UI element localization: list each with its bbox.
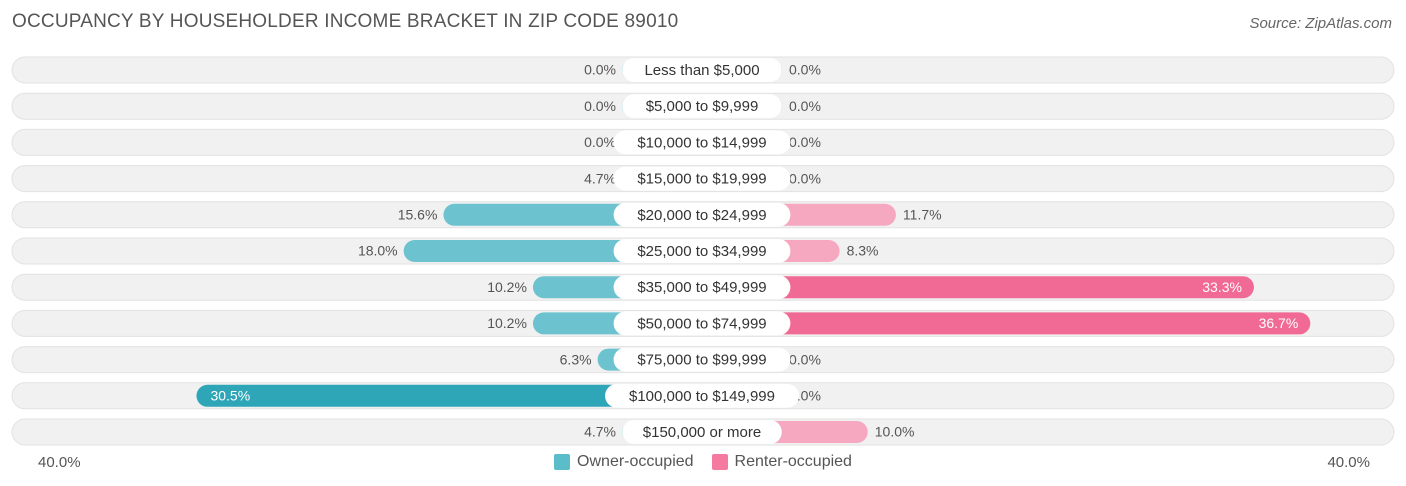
axis-left-label: 40.0%: [38, 454, 81, 471]
category-label: $150,000 or more: [643, 424, 761, 441]
category-label-pill: [613, 166, 791, 191]
owner-value-label: 0.0%: [584, 134, 616, 150]
category-label-pill: [613, 239, 791, 263]
category-label-pill: [613, 347, 791, 372]
category-label: $50,000 to $74,999: [637, 315, 766, 332]
legend-swatch-owner: [554, 454, 571, 470]
renter-bar: [702, 312, 1311, 335]
axis-right-label: 40.0%: [1327, 454, 1370, 471]
owner-value-label: 0.0%: [584, 62, 616, 78]
renter-value-label: 0.0%: [789, 98, 821, 114]
category-label: $10,000 to $14,999: [637, 134, 766, 151]
category-label-pill: [613, 311, 791, 336]
owner-bar: [196, 384, 702, 407]
renter-value-label: 36.7%: [1259, 315, 1299, 331]
owner-value-label: 4.7%: [584, 424, 616, 440]
category-label-pill: [613, 275, 791, 300]
legend-label-renter: Renter-occupied: [734, 453, 852, 470]
category-label: Less than $5,000: [644, 62, 759, 79]
category-label-pill: [622, 94, 782, 119]
category-label: $15,000 to $19,999: [637, 171, 766, 188]
category-label: $35,000 to $49,999: [637, 279, 766, 296]
owner-value-label: 10.2%: [487, 279, 527, 295]
legend-label-owner: Owner-occupied: [577, 453, 694, 470]
category-label-pill: [622, 420, 782, 444]
renter-value-label: 0.0%: [789, 62, 821, 78]
category-label: $20,000 to $24,999: [637, 207, 766, 224]
renter-value-label: 10.0%: [875, 424, 915, 440]
chart-title: OCCUPANCY BY HOUSEHOLDER INCOME BRACKET …: [12, 11, 679, 32]
owner-value-label: 30.5%: [210, 388, 250, 404]
renter-value-label: 11.7%: [903, 207, 942, 223]
legend-item-owner: Owner-occupied: [554, 453, 694, 471]
legend-item-renter: Renter-occupied: [711, 453, 852, 471]
diverging-bar-chart: 0.0% 0.0% Less than $5,000 0.0% 0.0% $5,000 t…: [11, 56, 1395, 446]
owner-value-label: 0.0%: [584, 98, 616, 114]
category-label-pill: [605, 383, 799, 408]
owner-value-label: 6.3%: [560, 351, 592, 367]
renter-value-label: 33.3%: [1202, 279, 1242, 295]
owner-value-label: 15.6%: [398, 207, 438, 223]
legend-swatch-renter: [711, 454, 728, 470]
category-label: $100,000 to $149,999: [629, 388, 775, 405]
category-label-pill: [613, 130, 791, 155]
renter-value-label: 8.3%: [847, 243, 879, 259]
renter-value-label: 0.0%: [789, 351, 821, 367]
category-label: $75,000 to $99,999: [637, 352, 766, 369]
owner-value-label: 10.2%: [487, 315, 527, 331]
owner-value-label: 4.7%: [584, 170, 616, 186]
renter-bar: [702, 276, 1254, 299]
renter-value-label: 0.0%: [789, 170, 821, 186]
legend: Owner-occupied Renter-occupied: [0, 453, 1406, 471]
category-label: $25,000 to $34,999: [637, 243, 766, 260]
owner-value-label: 18.0%: [358, 243, 398, 259]
category-label-pill: [613, 202, 791, 227]
category-label-pill: [622, 58, 782, 82]
source-note: Source: ZipAtlas.com: [1249, 15, 1392, 32]
renter-value-label: 0.0%: [789, 134, 821, 150]
category-label: $5,000 to $9,999: [646, 98, 759, 115]
